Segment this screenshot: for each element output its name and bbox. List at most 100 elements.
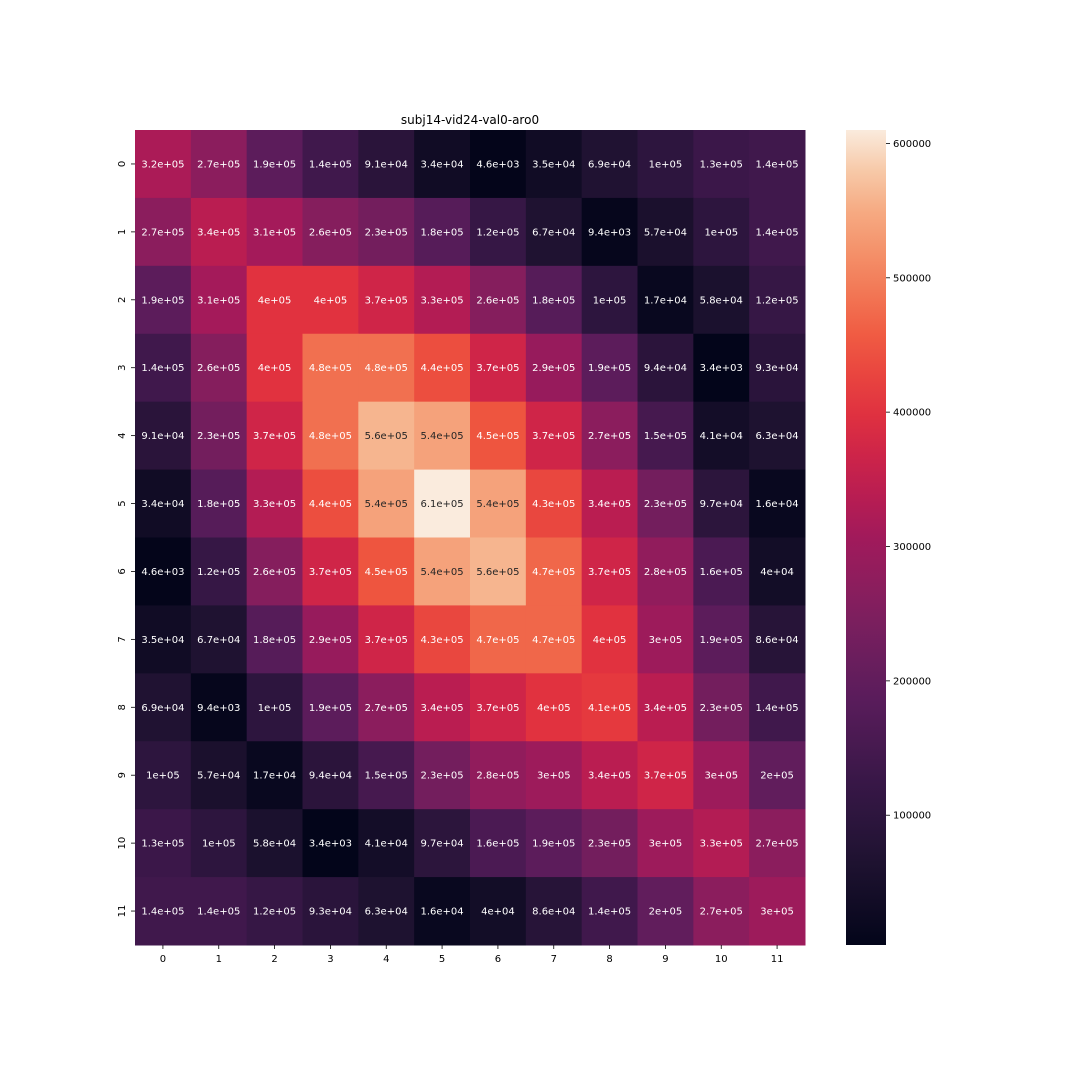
cell-annotation: 3.3e+05 xyxy=(420,295,463,306)
cell-annotation: 5.4e+05 xyxy=(365,499,408,510)
cell-annotation: 1.5e+05 xyxy=(644,431,687,442)
cell-annotation: 1e+05 xyxy=(649,159,683,170)
cell-annotation: 4.7e+05 xyxy=(532,567,575,578)
heatmap-cell xyxy=(581,333,638,403)
cell-annotation: 2.7e+05 xyxy=(365,703,408,714)
heatmap-cell xyxy=(470,605,527,674)
heatmap-cell xyxy=(414,197,471,267)
heatmap-cell xyxy=(135,469,192,538)
x-tick-label: 6 xyxy=(495,954,501,965)
heatmap-cell xyxy=(190,130,248,199)
cell-annotation: 3.7e+05 xyxy=(532,431,575,442)
cell-annotation: 9.7e+04 xyxy=(700,499,743,510)
colorbar-ticks: 100000 200000 300000 400000 500000 600000 xyxy=(886,139,931,822)
cell-annotation: 1.9e+05 xyxy=(588,363,631,374)
heatmap-cell xyxy=(693,469,750,538)
cell-annotation: 1.2e+05 xyxy=(253,907,296,918)
y-tick-label: 2 xyxy=(117,297,128,303)
cell-annotation: 2.9e+05 xyxy=(532,363,575,374)
heatmap-cell xyxy=(358,877,415,946)
heatmap-cell xyxy=(749,333,806,403)
cell-annotation: 5.8e+04 xyxy=(253,839,296,850)
cell-annotation: 2.6e+05 xyxy=(253,567,296,578)
cell-annotation: 1.8e+05 xyxy=(532,295,575,306)
heatmap-cell xyxy=(525,401,583,471)
cell-annotation: 3.3e+05 xyxy=(253,499,296,510)
cell-annotation: 6.3e+04 xyxy=(365,907,408,918)
y-tick-label: 9 xyxy=(117,772,128,778)
heatmap-cell xyxy=(470,537,527,606)
cell-annotation: 5.7e+04 xyxy=(644,227,687,238)
heatmap-cell xyxy=(525,809,583,878)
cell-annotation: 3.4e+05 xyxy=(197,227,240,238)
cell-annotation: 3.4e+03 xyxy=(700,363,743,374)
cell-annotation: 3.7e+05 xyxy=(476,703,519,714)
cell-annotation: 4.5e+05 xyxy=(476,431,519,442)
heatmap-cell xyxy=(470,673,527,742)
x-tick-label: 8 xyxy=(606,954,612,965)
cell-annotation: 4.4e+05 xyxy=(420,363,463,374)
heatmap-cell xyxy=(581,605,638,674)
cell-annotation: 3e+05 xyxy=(649,635,683,646)
heatmap-cell xyxy=(525,605,583,674)
heatmap-cell xyxy=(302,809,359,878)
cell-annotation: 6.9e+04 xyxy=(588,159,631,170)
cell-annotation: 3.7e+05 xyxy=(365,635,408,646)
cell-annotation: 2.3e+05 xyxy=(197,431,240,442)
cell-annotation: 4.8e+05 xyxy=(309,431,352,442)
cell-annotation: 3.2e+05 xyxy=(141,159,184,170)
heatmap-cell xyxy=(581,877,638,946)
cell-annotation: 1.4e+05 xyxy=(309,159,352,170)
heatmap-cell xyxy=(414,265,471,335)
heatmap-cell xyxy=(190,809,248,878)
y-tick-label: 1 xyxy=(117,229,128,235)
heatmap-cell xyxy=(302,265,359,335)
colorbar-tick-label: 100000 xyxy=(893,811,931,822)
cell-annotation: 1.7e+04 xyxy=(644,295,687,306)
heatmap-cell xyxy=(135,605,192,674)
cell-annotation: 6.1e+05 xyxy=(420,499,463,510)
cell-annotation: 3.7e+05 xyxy=(309,567,352,578)
heatmap-cell xyxy=(302,605,359,674)
heatmap-cell xyxy=(246,401,303,471)
x-tick-label: 0 xyxy=(160,954,166,965)
cell-annotation: 3.4e+04 xyxy=(141,499,184,510)
cell-annotation: 3.4e+03 xyxy=(309,839,352,850)
heatmap-cell xyxy=(358,469,415,538)
heatmap-cell xyxy=(135,809,192,878)
heatmap-cell xyxy=(693,197,750,267)
cell-annotation: 9.3e+04 xyxy=(755,363,798,374)
cell-annotation: 2.3e+05 xyxy=(588,839,631,850)
heatmap-cell xyxy=(302,673,359,742)
cell-annotation: 2.3e+05 xyxy=(420,771,463,782)
cell-annotation: 5.7e+04 xyxy=(197,771,240,782)
cell-annotation: 3.3e+05 xyxy=(700,839,743,850)
cell-annotation: 3.4e+04 xyxy=(420,159,463,170)
y-axis-ticks: 0 1 2 3 4 5 6 7 8 9 10 11 xyxy=(117,161,135,917)
cell-annotation: 1.2e+05 xyxy=(197,567,240,578)
cell-annotation: 2.6e+05 xyxy=(309,227,352,238)
heatmap-cell xyxy=(358,130,415,199)
heatmap-cell xyxy=(190,605,248,674)
cell-annotation: 9.1e+04 xyxy=(141,431,184,442)
heatmap-cell xyxy=(190,537,248,606)
heatmap-cell xyxy=(470,265,527,335)
heatmap-cell xyxy=(693,130,750,199)
cell-annotation: 2.3e+05 xyxy=(365,227,408,238)
heatmap-cell xyxy=(302,877,359,946)
heatmap-cell xyxy=(693,401,750,471)
heatmap-cell xyxy=(190,469,248,538)
heatmap-cell xyxy=(525,265,583,335)
cell-annotation: 3e+05 xyxy=(537,771,571,782)
heatmap-cell xyxy=(637,741,694,810)
cell-annotation: 3.4e+05 xyxy=(588,771,631,782)
heatmap-cell xyxy=(749,809,806,878)
heatmap-cell xyxy=(693,333,750,403)
cell-annotation: 1.6e+04 xyxy=(755,499,798,510)
heatmap-cell xyxy=(525,197,583,267)
cell-annotation: 3.7e+05 xyxy=(476,363,519,374)
cell-annotation: 2.7e+05 xyxy=(141,227,184,238)
cell-annotation: 9.4e+03 xyxy=(197,703,240,714)
heatmap-cell xyxy=(749,265,806,335)
cell-annotation: 1.9e+05 xyxy=(253,159,296,170)
